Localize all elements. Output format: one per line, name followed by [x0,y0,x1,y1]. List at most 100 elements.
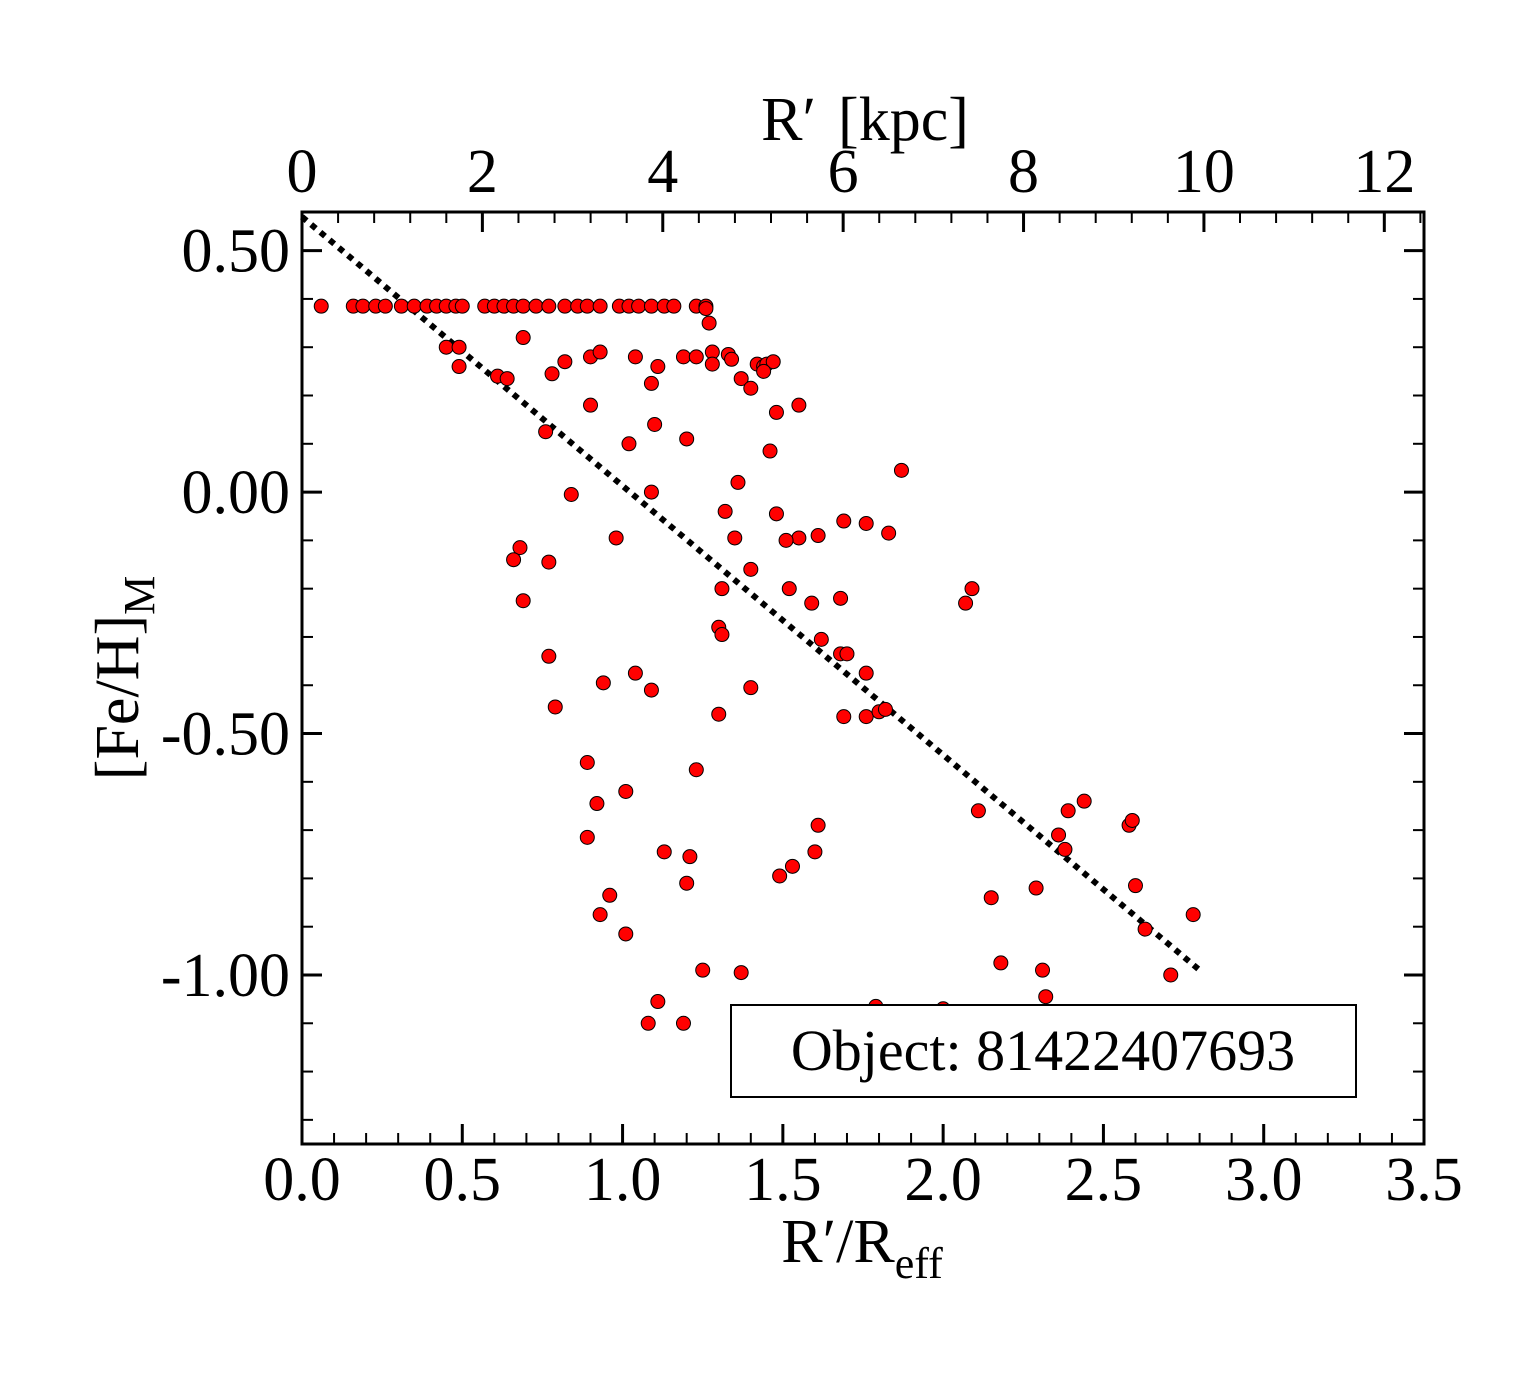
data-point [839,646,855,662]
data-point [701,315,717,331]
data-point [528,298,544,314]
data-point [512,540,528,556]
annotation-box: Object: 81422407693 [730,1004,1357,1098]
data-point [756,363,772,379]
data-points [313,298,1201,1051]
data-point [804,595,820,611]
data-point [313,298,329,314]
top-axis-label-main: R′ [761,86,816,154]
top-axis-label: R′ [kpc] [761,86,969,154]
data-point [579,829,595,845]
data-point [1137,921,1153,937]
data-point [993,955,1009,971]
axis-ticks [300,212,1426,1144]
data-point [627,665,643,681]
top-tick-label: 8 [1008,138,1039,206]
data-point [688,349,704,365]
data-point [724,351,740,367]
data-point [579,755,595,771]
top-axis-tick-labels: 0 2 4 6 8 10 12 [287,138,1416,206]
data-point [714,627,730,643]
data-point [781,581,797,597]
data-point [643,375,659,391]
data-point [592,298,608,314]
data-point [810,817,826,833]
data-point [618,926,634,942]
x-tick-label: 0.5 [424,1146,502,1214]
x-axis-label-sub: eff [895,1239,943,1288]
data-point [643,484,659,500]
data-point [618,783,634,799]
data-point [743,380,759,396]
data-point [592,344,608,360]
annotation-text: Object: 81422407693 [791,1018,1295,1083]
data-point [647,416,663,432]
data-point [877,701,893,717]
data-point [679,875,695,891]
data-point [355,298,371,314]
top-tick-label: 12 [1353,138,1415,206]
data-point [743,680,759,696]
data-point [768,404,784,420]
data-point [711,706,727,722]
plot-frame [300,210,1426,1146]
data-point [454,298,470,314]
data-point [727,530,743,546]
data-point [833,590,849,606]
data-point [377,298,393,314]
data-point [1060,803,1076,819]
data-point [1051,827,1067,843]
data-point [515,593,531,609]
top-tick-label: 0 [287,138,318,206]
data-point [656,844,672,860]
data-point [563,486,579,502]
y-tick-label: 0.50 [182,218,291,286]
top-tick-label: 4 [647,138,678,206]
data-point [406,298,422,314]
x-axis-label: R′/Reff [781,1208,943,1288]
data-point [858,709,874,725]
data-point [583,397,599,413]
data-point [858,665,874,681]
data-point [1185,907,1201,923]
x-tick-label: 2.5 [1065,1146,1143,1214]
top-tick-label: 6 [828,138,859,206]
data-point [679,431,695,447]
x-axis-label-main: R′/R [781,1208,895,1276]
y-tick-label: 0.00 [182,459,291,527]
data-point [784,858,800,874]
data-point [602,887,618,903]
data-point [544,366,560,382]
data-point [627,349,643,365]
data-point [813,631,829,647]
x-tick-label: 3.0 [1225,1146,1303,1214]
y-axis-tick-labels: 0.50 0.00 -0.50 -1.00 [161,218,290,1010]
data-point [499,371,515,387]
data-point [778,532,794,548]
data-point [541,554,557,570]
data-point [704,356,720,372]
top-axis-label-unit: [kpc] [838,86,969,154]
data-point [807,844,823,860]
x-tick-label: 1.0 [584,1146,662,1214]
data-point [675,1015,691,1031]
data-point [675,349,691,365]
x-tick-label: 3.5 [1385,1146,1463,1214]
data-point [893,462,909,478]
y-tick-label: -0.50 [161,701,290,769]
data-point [743,561,759,577]
data-point [1035,962,1051,978]
data-point [451,339,467,355]
data-point [791,397,807,413]
data-point [515,298,531,314]
data-point [643,682,659,698]
y-axis-label-sub: M [115,576,164,615]
data-point [393,298,409,314]
x-tick-label: 0.0 [263,1146,341,1214]
data-point [621,436,637,452]
top-tick-label: 2 [467,138,498,206]
y-axis-label: [Fe/H]M [84,576,164,780]
data-point [1057,841,1073,857]
data-point [643,298,659,314]
